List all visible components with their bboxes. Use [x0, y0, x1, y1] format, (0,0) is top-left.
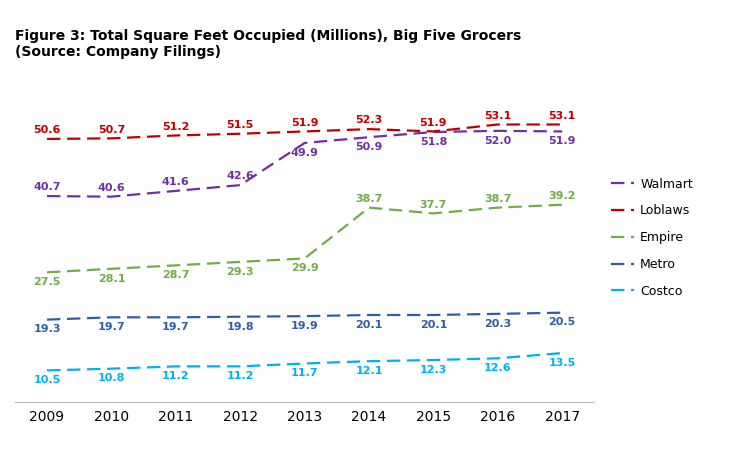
Walmart — [429, 129, 438, 135]
Costco — [300, 361, 309, 366]
Text: 10.8: 10.8 — [98, 373, 125, 383]
Costco — [107, 366, 116, 372]
Text: 20.1: 20.1 — [420, 320, 447, 330]
Text: 11.7: 11.7 — [291, 368, 319, 378]
Loblaws — [558, 122, 567, 127]
Text: 42.6: 42.6 — [227, 171, 254, 181]
Text: 12.1: 12.1 — [355, 366, 383, 376]
Text: Figure 3: Total Square Feet Occupied (Millions), Big Five Grocers
(Source: Compa: Figure 3: Total Square Feet Occupied (Mi… — [15, 29, 521, 59]
Text: 29.3: 29.3 — [227, 267, 254, 276]
Text: 27.5: 27.5 — [33, 277, 61, 287]
Walmart — [107, 194, 116, 199]
Text: 40.6: 40.6 — [97, 183, 126, 193]
Line: Walmart: Walmart — [47, 131, 562, 197]
Metro — [429, 312, 438, 318]
Empire — [236, 259, 244, 265]
Walmart — [493, 128, 502, 133]
Text: 41.6: 41.6 — [162, 177, 189, 187]
Text: 51.8: 51.8 — [420, 137, 447, 147]
Text: 50.6: 50.6 — [33, 125, 61, 135]
Walmart — [558, 129, 567, 134]
Text: 38.7: 38.7 — [484, 194, 511, 204]
Loblaws — [236, 131, 244, 137]
Metro — [236, 314, 244, 319]
Text: 40.7: 40.7 — [33, 182, 61, 192]
Text: 28.7: 28.7 — [162, 270, 189, 280]
Empire — [429, 211, 438, 216]
Text: 51.9: 51.9 — [548, 136, 576, 146]
Metro — [42, 317, 51, 322]
Loblaws — [172, 133, 181, 138]
Text: 20.1: 20.1 — [355, 320, 383, 330]
Loblaws — [493, 122, 502, 127]
Text: 12.3: 12.3 — [420, 365, 447, 375]
Walmart — [236, 182, 244, 188]
Text: 51.9: 51.9 — [291, 118, 319, 128]
Text: 20.5: 20.5 — [548, 318, 576, 328]
Empire — [300, 255, 309, 261]
Empire — [558, 202, 567, 207]
Text: 37.7: 37.7 — [420, 200, 447, 210]
Costco — [172, 364, 181, 369]
Costco — [365, 358, 374, 364]
Walmart — [172, 188, 181, 194]
Text: 39.2: 39.2 — [548, 191, 576, 201]
Text: 12.6: 12.6 — [484, 363, 512, 373]
Metro — [558, 310, 567, 315]
Text: 51.5: 51.5 — [227, 120, 254, 130]
Costco — [42, 368, 51, 373]
Text: 53.1: 53.1 — [548, 111, 576, 121]
Loblaws — [107, 136, 116, 141]
Loblaws — [42, 136, 51, 142]
Text: 19.7: 19.7 — [97, 322, 126, 332]
Text: 51.9: 51.9 — [420, 118, 447, 128]
Line: Loblaws: Loblaws — [47, 124, 562, 139]
Text: 52.0: 52.0 — [484, 136, 511, 146]
Empire — [365, 205, 374, 210]
Text: 19.9: 19.9 — [291, 321, 319, 331]
Metro — [172, 314, 181, 320]
Line: Metro: Metro — [47, 313, 562, 319]
Text: 11.2: 11.2 — [227, 371, 254, 381]
Text: 29.9: 29.9 — [291, 263, 319, 273]
Text: 28.1: 28.1 — [97, 274, 126, 284]
Loblaws — [429, 129, 438, 134]
Costco — [236, 364, 244, 369]
Walmart — [300, 140, 309, 146]
Metro — [365, 312, 374, 318]
Text: 49.9: 49.9 — [291, 148, 319, 158]
Empire — [493, 205, 502, 210]
Legend: Walmart, Loblaws, Empire, Metro, Costco: Walmart, Loblaws, Empire, Metro, Costco — [606, 173, 698, 303]
Text: 51.2: 51.2 — [162, 122, 189, 132]
Text: 19.3: 19.3 — [33, 324, 61, 335]
Empire — [42, 270, 51, 275]
Metro — [493, 311, 502, 317]
Loblaws — [300, 129, 309, 134]
Metro — [300, 314, 309, 319]
Text: 50.7: 50.7 — [98, 125, 125, 135]
Costco — [493, 356, 502, 361]
Text: 19.8: 19.8 — [227, 322, 254, 331]
Walmart — [42, 193, 51, 199]
Line: Empire: Empire — [47, 205, 562, 272]
Text: 19.7: 19.7 — [162, 322, 189, 332]
Metro — [107, 314, 116, 320]
Text: 10.5: 10.5 — [33, 375, 61, 385]
Empire — [107, 266, 116, 271]
Text: 53.1: 53.1 — [484, 111, 511, 121]
Costco — [558, 351, 567, 356]
Text: 20.3: 20.3 — [484, 319, 511, 329]
Text: 13.5: 13.5 — [548, 358, 576, 368]
Text: 50.9: 50.9 — [355, 142, 383, 152]
Line: Costco: Costco — [47, 353, 562, 371]
Empire — [172, 263, 181, 268]
Text: 52.3: 52.3 — [355, 116, 383, 126]
Text: 38.7: 38.7 — [355, 194, 383, 204]
Text: 11.2: 11.2 — [162, 371, 189, 381]
Loblaws — [365, 127, 374, 132]
Walmart — [365, 134, 374, 140]
Costco — [429, 357, 438, 363]
